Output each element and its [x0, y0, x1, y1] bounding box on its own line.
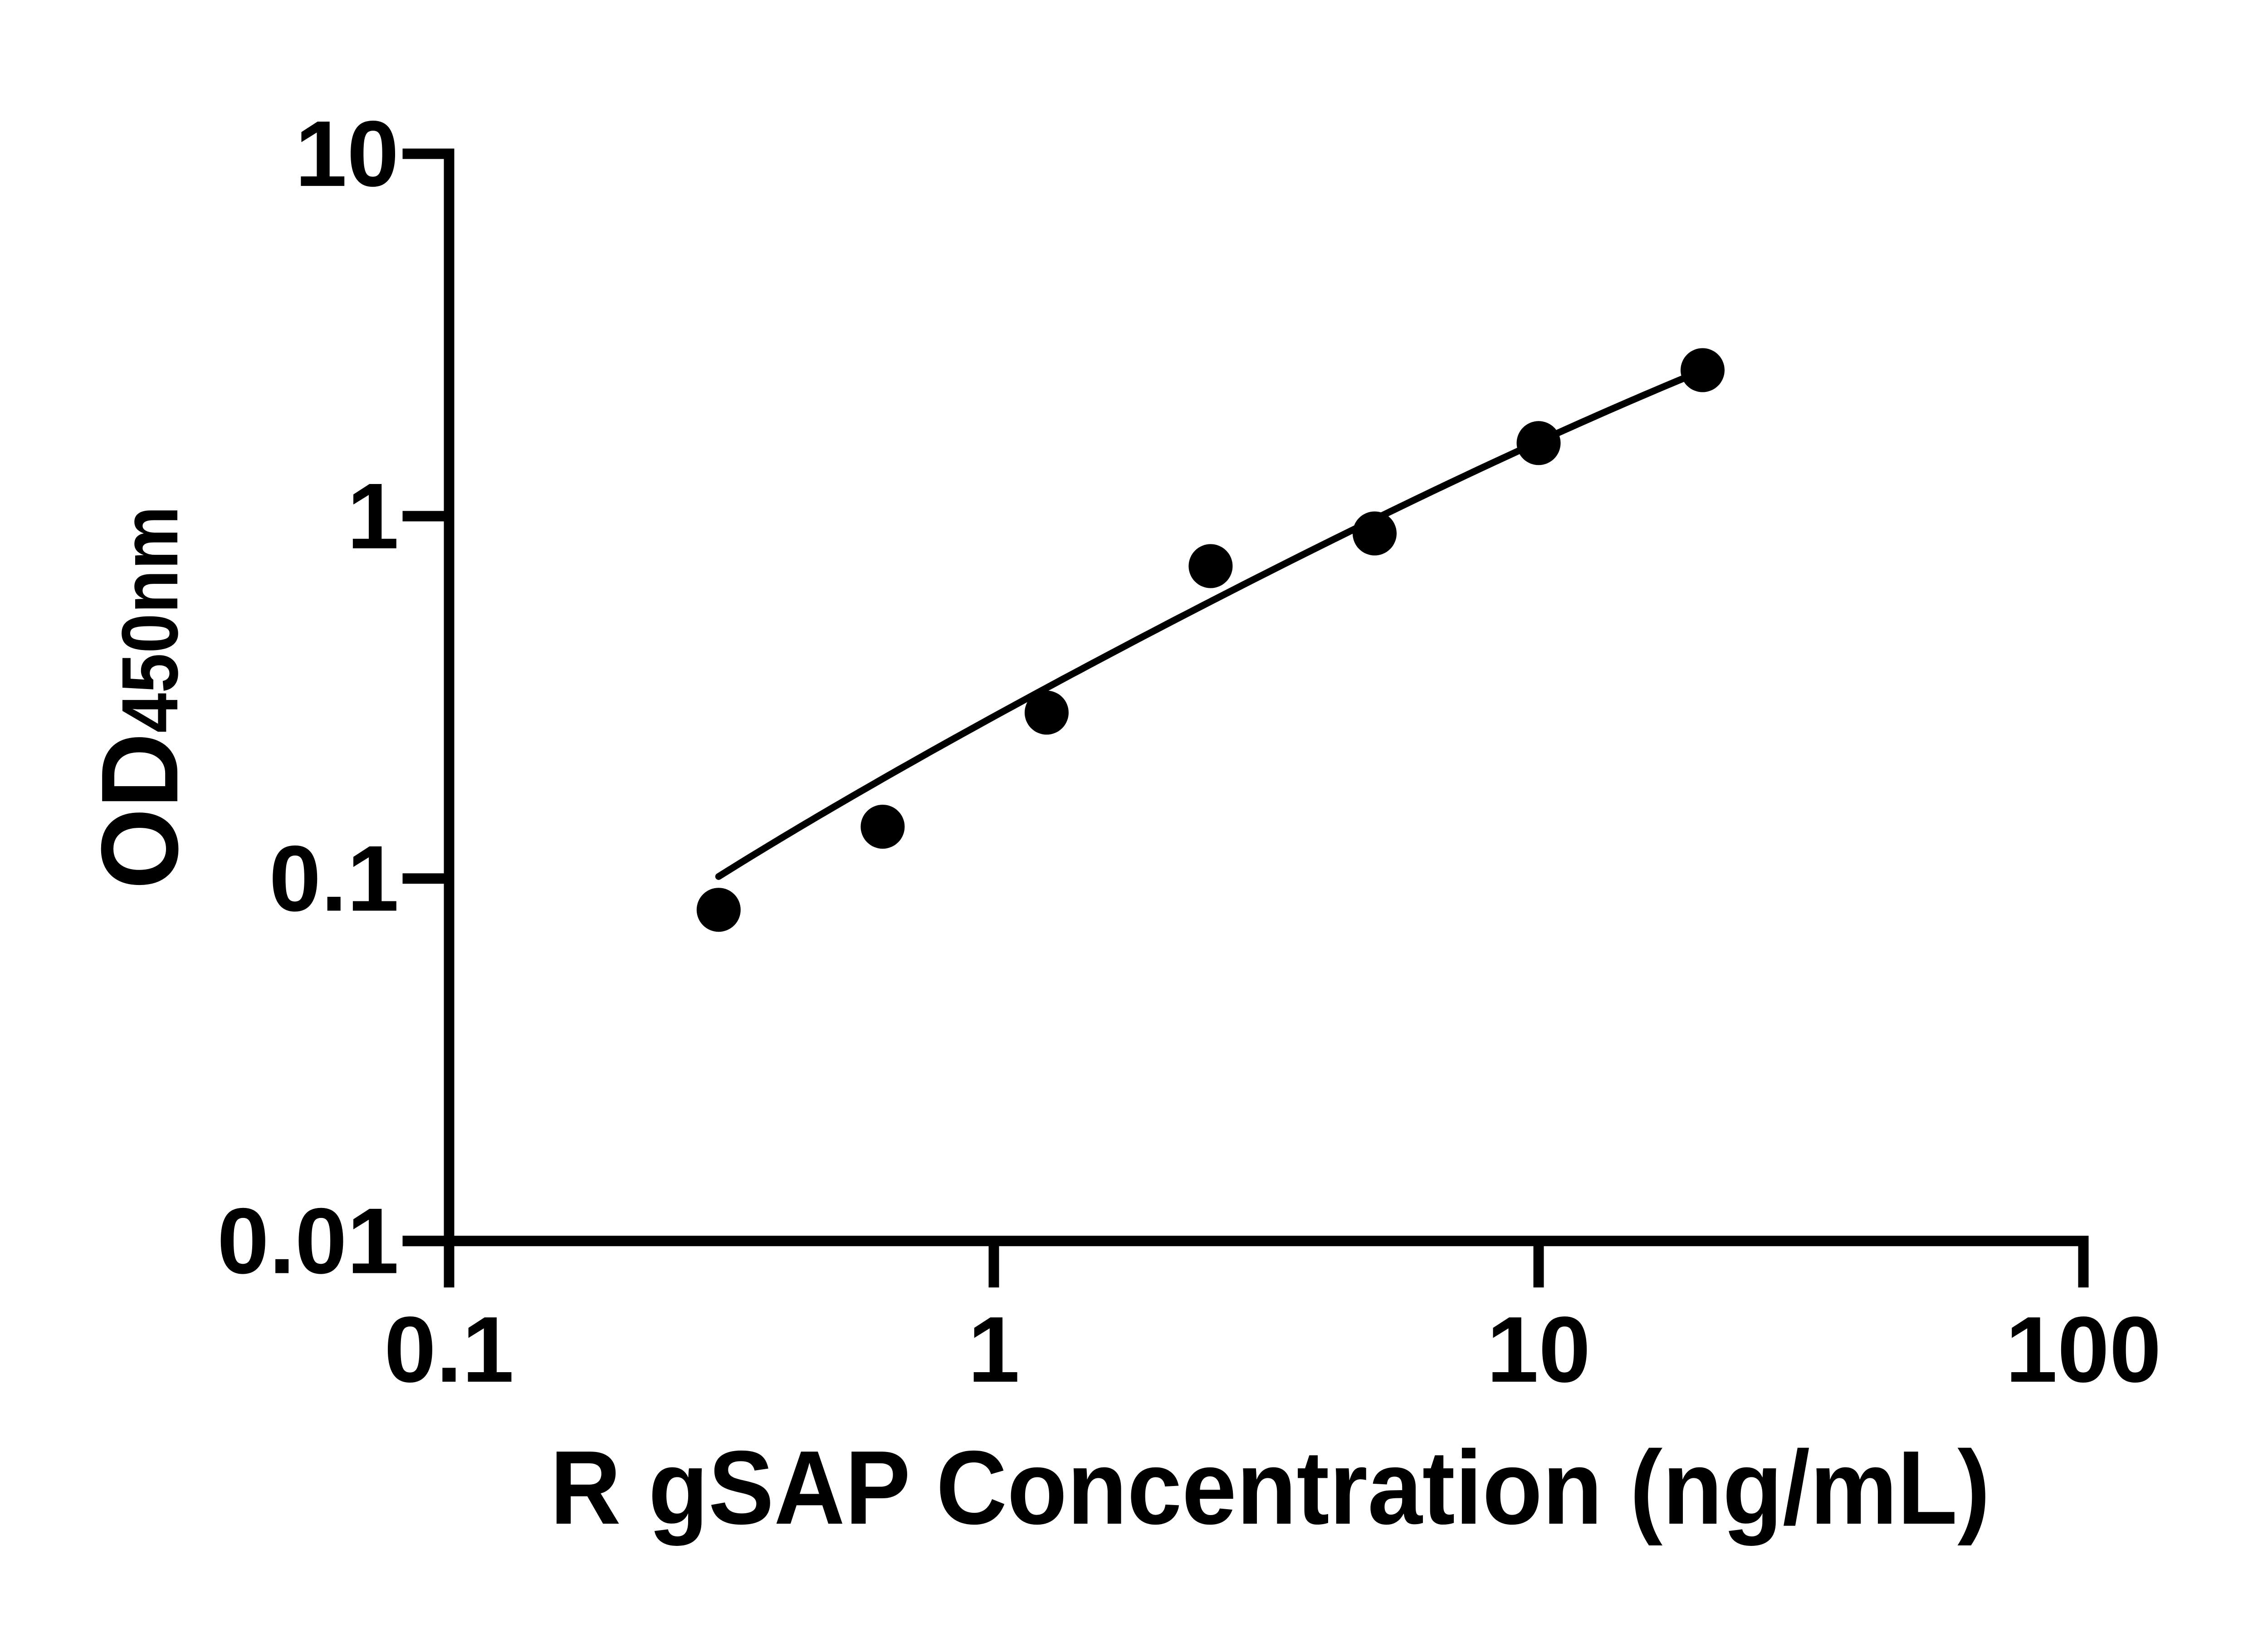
x-tick-label: 0.1: [384, 1297, 514, 1402]
x-tick-label: 100: [2005, 1297, 2161, 1402]
data-point: [860, 805, 905, 849]
y-axis-title-subscript: 450nm: [106, 506, 195, 733]
data-point: [1353, 511, 1397, 556]
y-axis-title: OD450nm: [79, 506, 201, 890]
y-axis-title-main: OD: [79, 733, 201, 890]
x-tick-label: 10: [1486, 1297, 1590, 1402]
y-tick-label: 10: [295, 102, 399, 206]
y-tick-label: 0.01: [217, 1189, 399, 1293]
data-point: [1516, 421, 1561, 465]
y-tick-label: 1: [347, 464, 399, 568]
data-point: [696, 888, 741, 932]
data-point: [1024, 690, 1069, 735]
x-axis-title: R gSAP Concentration (ng/mL): [550, 1429, 1990, 1546]
data-point: [1681, 348, 1725, 392]
y-tick-label: 0.1: [269, 826, 399, 931]
data-point: [1188, 544, 1233, 588]
x-tick-label: 1: [968, 1297, 1020, 1402]
